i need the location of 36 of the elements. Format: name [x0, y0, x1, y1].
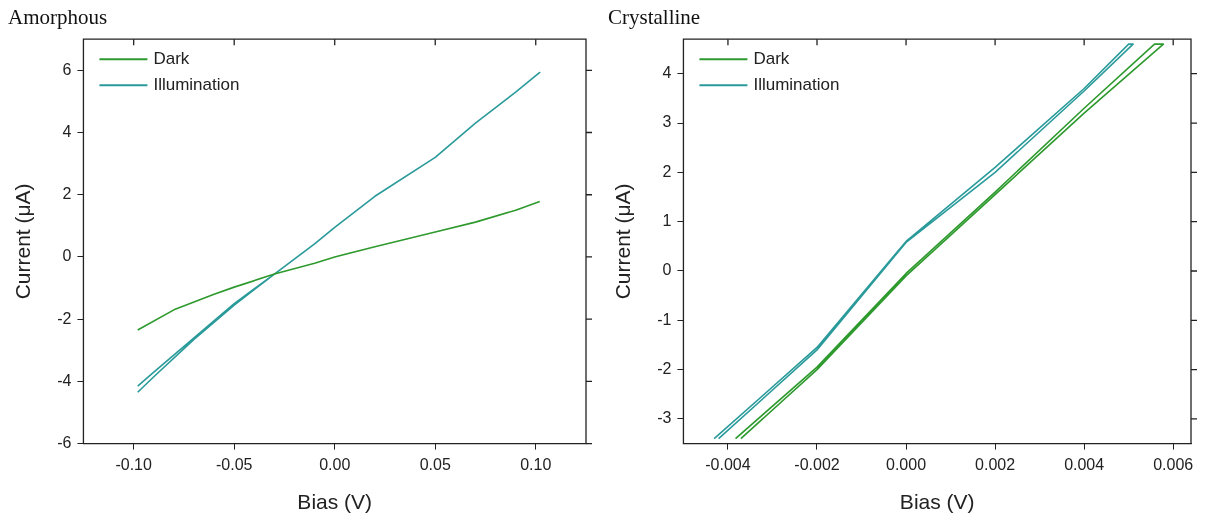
legend-label: Dark	[153, 48, 190, 68]
y-tick-label: 3	[662, 113, 672, 131]
y-tick-label: 2	[662, 162, 672, 180]
chart-title: Crystalline	[608, 5, 701, 30]
x-tick-label: 0.002	[975, 455, 1016, 473]
legend-label: Illumination	[753, 74, 840, 94]
y-tick-label: -2	[57, 309, 72, 327]
y-tick-label: 0	[62, 247, 72, 265]
x-tick-label: 0.05	[419, 455, 451, 473]
y-tick-label: 4	[662, 64, 672, 82]
legend-label: Dark	[753, 48, 790, 68]
y-tick-label: 4	[62, 122, 72, 140]
y-tick-label: -1	[657, 310, 672, 328]
x-tick-label: -0.05	[215, 455, 253, 473]
y-tick-label: -3	[657, 409, 672, 427]
y-axis-title: Current (μA)	[11, 183, 35, 300]
x-axis-title: Bias (V)	[297, 490, 373, 514]
y-tick-label: -2	[657, 360, 672, 378]
x-tick-label: 0.10	[520, 455, 552, 473]
y-tick-label: -4	[57, 371, 72, 389]
y-tick-label: 2	[62, 185, 72, 203]
x-tick-label: -0.004	[705, 455, 751, 473]
x-tick-label: 0.004	[1064, 455, 1105, 473]
x-axis-title: Bias (V)	[899, 490, 975, 514]
x-tick-label: 0.000	[886, 455, 927, 473]
chart-title: Amorphous	[8, 5, 108, 30]
y-tick-label: -6	[57, 434, 72, 452]
y-tick-label: 6	[62, 60, 72, 78]
y-tick-label: 0	[662, 261, 672, 279]
x-tick-label: 0.00	[319, 455, 351, 473]
x-tick-label: -0.002	[794, 455, 840, 473]
x-tick-label: -0.10	[115, 455, 153, 473]
y-tick-label: 1	[662, 212, 672, 230]
y-axis-title: Current (μA)	[611, 183, 635, 300]
legend-label: Illumination	[153, 74, 240, 94]
x-tick-label: 0.006	[1153, 455, 1194, 473]
